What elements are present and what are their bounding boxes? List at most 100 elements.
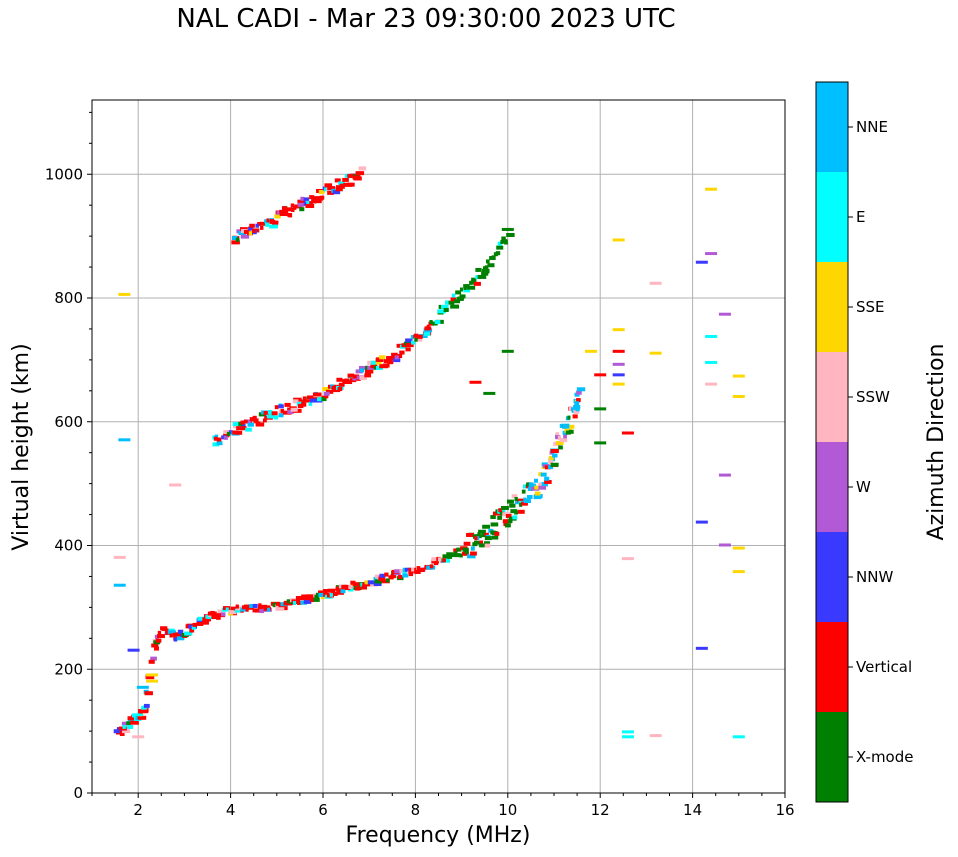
echo-point [718, 473, 731, 477]
echo-mark [312, 392, 322, 397]
y-tick-label: 200 [54, 660, 83, 678]
echo-mark [417, 334, 423, 339]
echo-mark [401, 343, 407, 348]
echo-mark [355, 369, 363, 374]
echo-mark [485, 259, 490, 264]
echo-mark [352, 376, 359, 381]
echo-mark [475, 267, 482, 272]
echo-mark [165, 628, 169, 633]
echo-mark [548, 456, 554, 461]
echo-mark [252, 603, 258, 608]
echo-mark [526, 482, 532, 487]
colorbar-segment [816, 712, 848, 802]
echo-mark [506, 232, 515, 237]
echo-mark [373, 582, 382, 587]
echo-mark [301, 594, 310, 599]
echo-mark [521, 501, 528, 506]
echo-mark [309, 201, 313, 206]
echo-mark [576, 390, 582, 395]
colorbar-tick-label: X-mode [856, 748, 913, 766]
echo-mark [405, 343, 414, 348]
echo-mark [454, 553, 461, 558]
echo-mark [457, 296, 464, 301]
echo-mark [565, 430, 571, 435]
echo-mark [550, 448, 559, 453]
echo-mark [479, 543, 487, 548]
echo-mark [318, 592, 326, 597]
echo-mark [292, 399, 299, 404]
echo-mark [567, 415, 571, 420]
echo-mark [574, 401, 580, 406]
echo-mark [364, 580, 369, 585]
echo-mark [247, 422, 254, 427]
echo-mark [282, 410, 292, 415]
echo-mark [300, 196, 305, 201]
echo-point [594, 373, 607, 377]
echo-mark [137, 715, 147, 720]
echo-mark [352, 175, 361, 180]
echo-mark [500, 505, 509, 510]
echo-mark [177, 629, 184, 634]
echo-mark [154, 646, 160, 651]
echo-mark [526, 495, 533, 500]
echo-mark [433, 561, 439, 566]
echo-mark [399, 350, 405, 355]
echo-mark [365, 365, 369, 370]
echo-mark [223, 433, 230, 438]
colorbar-tick-label: E [856, 208, 865, 226]
echo-mark [482, 524, 491, 529]
echo-mark [459, 287, 463, 292]
colorbar-segment [816, 532, 848, 622]
echo-point [113, 583, 126, 587]
echo-mark [337, 387, 343, 392]
echo-point [718, 543, 731, 547]
echo-mark [466, 285, 476, 290]
echo-mark [303, 197, 310, 202]
echo-mark [413, 337, 423, 342]
colorbar-tick-label: Vertical [856, 658, 912, 676]
echo-mark [284, 208, 289, 213]
echo-mark [287, 409, 294, 414]
echo-mark [523, 497, 527, 502]
grid-layer [92, 100, 786, 794]
echo-mark [574, 392, 580, 397]
echo-mark [301, 399, 306, 404]
echo-mark [113, 729, 120, 734]
echo-point [584, 349, 597, 353]
echo-mark [189, 628, 195, 633]
x-tick-label: 16 [775, 801, 794, 819]
echo-point [718, 312, 731, 316]
echo-point [732, 374, 745, 378]
echo-mark [300, 600, 308, 605]
echo-mark [119, 731, 125, 736]
echo-mark [479, 540, 483, 545]
echo-mark [416, 566, 421, 571]
echo-mark [232, 235, 238, 240]
echo-point [169, 483, 182, 487]
echo-mark [459, 294, 466, 299]
echo-mark [505, 514, 512, 519]
echo-mark [446, 300, 455, 305]
echo-mark [510, 509, 516, 514]
echo-mark [463, 541, 471, 546]
echo-mark [324, 187, 329, 192]
echo-mark [173, 637, 178, 642]
axis-layer: 2 4 6 8 10 12 14 16 0 200 400 600 800 1000 [45, 111, 795, 819]
echo-mark [137, 715, 142, 720]
echo-mark [451, 293, 456, 298]
echo-mark [370, 364, 378, 369]
echo-mark [442, 558, 451, 563]
echo-mark [314, 594, 320, 599]
echo-mark [370, 360, 376, 365]
colorbar-frame [815, 81, 849, 803]
echo-mark [556, 440, 564, 445]
echo-mark [263, 410, 270, 415]
echo-mark [484, 532, 489, 537]
echo-mark [478, 529, 486, 534]
echo-mark [391, 352, 398, 357]
echo-mark [249, 417, 256, 422]
echo-mark [205, 614, 210, 619]
echo-mark [318, 189, 325, 194]
echo-point [649, 351, 662, 355]
echo-mark [477, 532, 481, 537]
